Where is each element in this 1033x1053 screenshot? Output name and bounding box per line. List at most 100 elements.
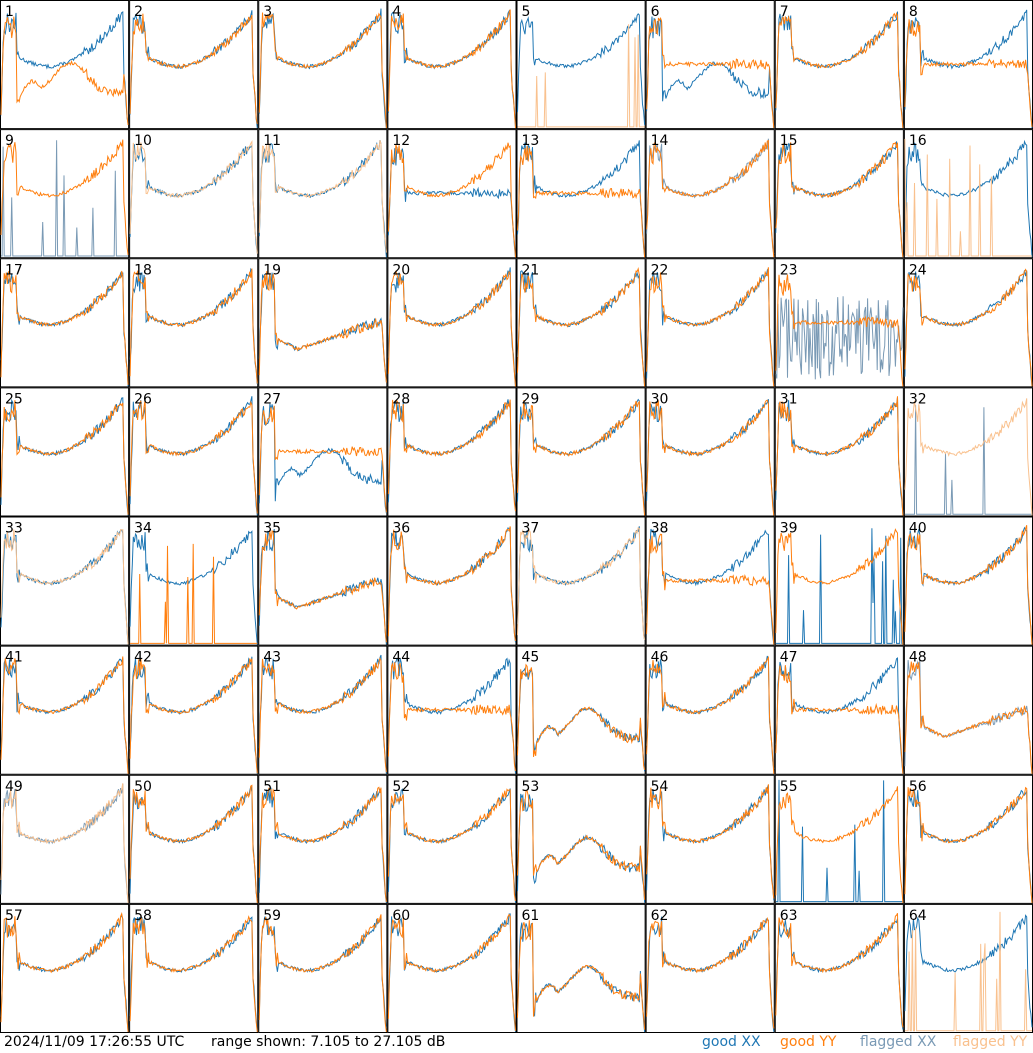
- panel-number: 23: [780, 262, 798, 278]
- series-yy-good: [129, 13, 258, 124]
- panel-number: 16: [909, 133, 927, 149]
- panel-number: 4: [392, 4, 401, 20]
- panel-frame: [903, 903, 1033, 1033]
- series-yy-good: [517, 920, 646, 1030]
- series-xx-good: [387, 913, 516, 1033]
- series-yy-flagged: [258, 140, 387, 253]
- series-yy-good: [387, 9, 516, 129]
- series-yy-flagged: [904, 138, 1032, 257]
- panel-frame: [903, 516, 1033, 646]
- panel-64: 64: [903, 903, 1033, 1033]
- panel-number: 48: [909, 650, 927, 666]
- panel-frame: [645, 129, 775, 259]
- series-xx-good: [129, 916, 258, 1031]
- panel-15: 15: [774, 129, 904, 259]
- panel-7: 7: [774, 0, 904, 130]
- series-yy-good: [0, 656, 129, 774]
- series-xx-good: [0, 11, 129, 124]
- panel-52: 52: [387, 774, 517, 904]
- panel-number: 58: [134, 908, 152, 924]
- panel-frame: [387, 774, 517, 904]
- series-xx-good: [775, 779, 903, 903]
- panel-number: 56: [909, 779, 927, 795]
- panel-44: 44: [387, 645, 517, 775]
- series-xx-flagged: [646, 138, 775, 254]
- series-xx-flagged: [775, 296, 904, 380]
- series-yy-good: [258, 271, 387, 383]
- panel-32: 32: [903, 387, 1033, 517]
- series-xx-good: [517, 13, 646, 125]
- panel-35: 35: [258, 516, 388, 646]
- series-yy-good: [387, 913, 516, 1031]
- legend-flagged-xx: flagged XX: [860, 1034, 937, 1050]
- series-yy-good: [129, 268, 258, 384]
- panel-number: 28: [392, 391, 410, 407]
- panel-number: 51: [263, 779, 281, 795]
- panel-number: 21: [522, 262, 540, 278]
- panel-47: 47: [774, 645, 904, 775]
- panel-54: 54: [645, 774, 775, 904]
- series-xx-good: [904, 139, 1033, 258]
- timestamp: 2024/11/09 17:26:55 UTC: [4, 1034, 185, 1050]
- panel-number: 8: [909, 4, 918, 20]
- panel-number: 33: [5, 521, 23, 537]
- series-yy-flagged: [904, 911, 1032, 1032]
- panel-frame: [516, 903, 646, 1033]
- series-yy-good: [517, 790, 646, 900]
- panel-60: 60: [387, 903, 517, 1033]
- panel-frame: [516, 258, 646, 388]
- series-yy-good: [0, 16, 129, 126]
- panel-33: 33: [0, 516, 130, 646]
- series-yy-good: [775, 912, 904, 1028]
- series-yy-good: [517, 145, 646, 258]
- series-yy-good: [258, 405, 387, 513]
- panel-frame: [516, 516, 646, 646]
- series-xx-flagged: [904, 405, 1032, 515]
- series-xx-good: [646, 528, 775, 645]
- panel-number: 19: [263, 262, 281, 278]
- panel-frame: [258, 516, 388, 646]
- series-yy-good: [775, 12, 904, 129]
- series-xx-good: [258, 403, 387, 514]
- series-yy-flagged: [129, 140, 258, 254]
- panel-28: 28: [387, 387, 517, 517]
- panel-22: 22: [645, 258, 775, 388]
- panel-number: 46: [651, 650, 669, 666]
- panel-number: 10: [134, 133, 152, 149]
- panel-number: 60: [392, 908, 410, 924]
- panel-6: 6: [645, 0, 775, 130]
- panel-number: 37: [522, 521, 540, 537]
- panel-42: 42: [129, 645, 259, 775]
- series-yy-good: [0, 400, 129, 515]
- series-yy-good: [258, 914, 387, 1032]
- panel-number: 54: [651, 779, 669, 795]
- panel-frame: [129, 645, 259, 775]
- panel-number: 9: [5, 133, 14, 149]
- series-yy-good: [775, 665, 904, 774]
- panel-8: 8: [903, 0, 1033, 130]
- panel-frame: [258, 129, 388, 259]
- panel-number: 40: [909, 521, 927, 537]
- panel-number: 47: [780, 650, 798, 666]
- panel-number: 12: [392, 133, 410, 149]
- panel-number: 52: [392, 779, 410, 795]
- panel-number: 11: [263, 133, 281, 149]
- panel-17: 17: [0, 258, 130, 388]
- panel-34: 34: [129, 516, 259, 646]
- series-yy-good: [646, 17, 775, 129]
- series-yy-flagged: [517, 24, 645, 128]
- series-yy-good: [646, 916, 775, 1029]
- legend-flagged-yy: flagged YY: [953, 1034, 1028, 1050]
- panel-30: 30: [645, 387, 775, 517]
- panel-23: 23: [774, 258, 904, 388]
- panel-number: 42: [134, 650, 152, 666]
- panel-36: 36: [387, 516, 517, 646]
- panel-number: 24: [909, 262, 927, 278]
- series-yy-good: [646, 533, 775, 645]
- series-yy-good: [904, 525, 1033, 645]
- series-yy-good: [258, 12, 387, 129]
- panel-21: 21: [516, 258, 646, 388]
- panel-number: 62: [651, 908, 669, 924]
- legend-good-xx: good XX: [702, 1034, 761, 1050]
- series-yy-good: [775, 528, 904, 645]
